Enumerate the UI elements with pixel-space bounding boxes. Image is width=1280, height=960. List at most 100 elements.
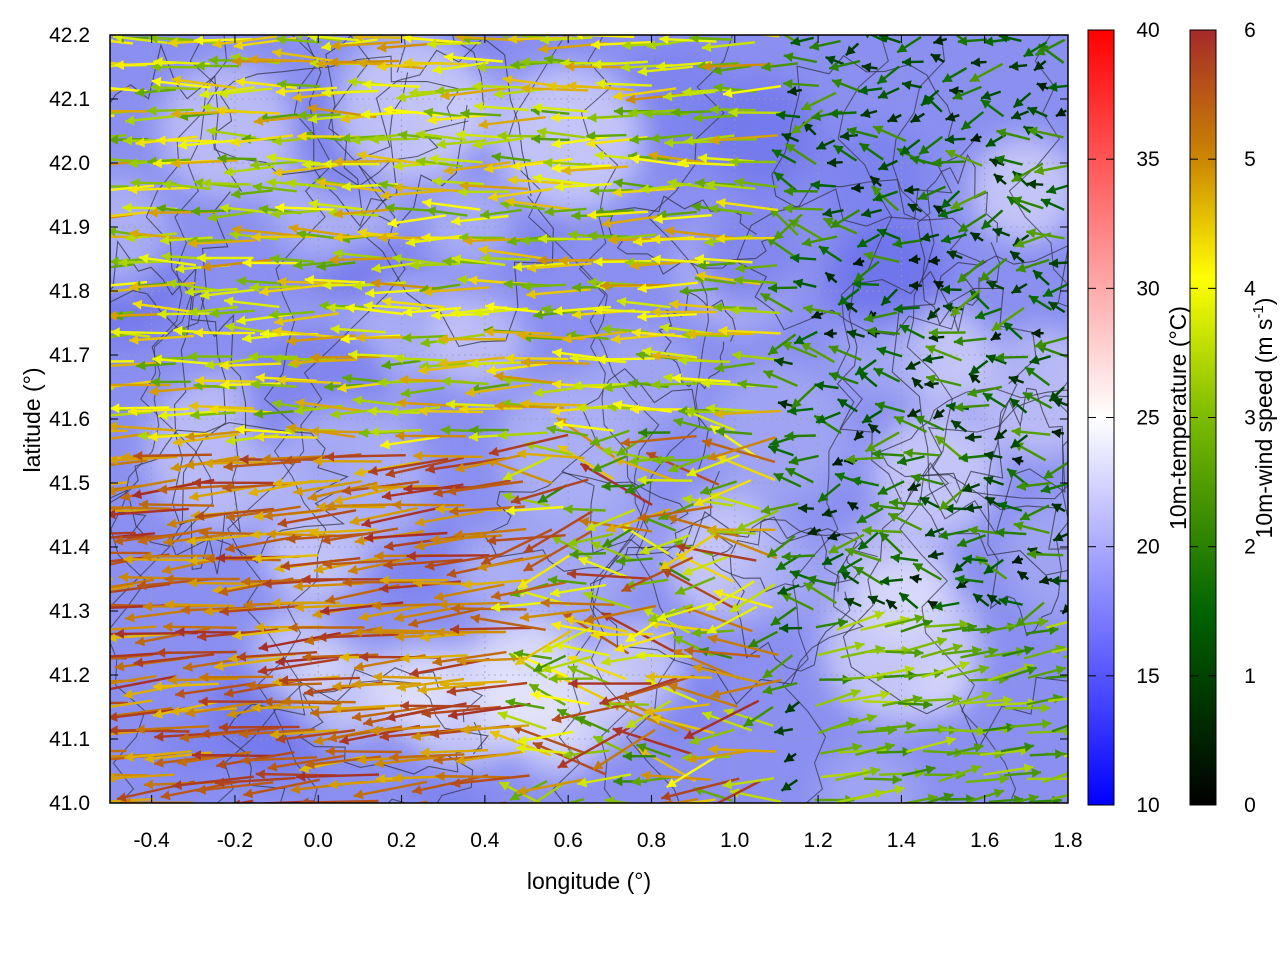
wind-vector	[452, 804, 528, 817]
wind-vector	[747, 630, 778, 648]
wind-vector	[955, 579, 969, 590]
wind-vector	[641, 770, 711, 781]
wind-vector	[459, 180, 529, 191]
wind-vector	[631, 327, 693, 339]
wind-vector	[774, 725, 793, 736]
wind-vector	[826, 157, 843, 168]
wind-vector	[1011, 162, 1044, 183]
wind-vector	[110, 577, 114, 581]
wind-vector	[615, 555, 653, 566]
wind-vector	[905, 360, 921, 371]
wind-vector	[171, 75, 237, 90]
wind-vector	[110, 138, 114, 142]
wind-vector	[815, 139, 836, 151]
wind-vector	[803, 304, 841, 316]
wind-vector	[383, 105, 443, 117]
wind-vector	[940, 190, 961, 210]
colorbar-tick-label: 15	[1136, 665, 1159, 688]
contour-line	[917, 395, 1068, 576]
wind-vector	[638, 427, 671, 438]
wind-vector	[308, 199, 363, 211]
wind-vector	[932, 408, 945, 420]
wind-vector	[236, 313, 293, 326]
wind-vector	[599, 677, 678, 706]
wind-vector	[480, 253, 531, 264]
x-tick-label: 0.2	[387, 829, 416, 852]
wind-vector	[288, 223, 357, 239]
wind-vector	[1050, 575, 1068, 586]
temperature-patch	[336, 35, 485, 182]
wind-vector	[835, 766, 881, 782]
wind-vector	[853, 260, 880, 283]
wind-vector	[1027, 126, 1064, 139]
wind-vector	[940, 233, 968, 244]
wind-vector	[377, 377, 427, 388]
wind-vector	[484, 301, 545, 314]
wind-vector	[56, 305, 105, 315]
wind-vector	[901, 765, 936, 777]
wind-vector	[828, 371, 859, 385]
wind-vector	[372, 600, 446, 611]
wind-vector	[992, 227, 1011, 237]
wind-vector	[515, 743, 572, 755]
wind-vector	[110, 674, 157, 685]
wind-vector	[998, 35, 1022, 43]
wind-vector	[1046, 184, 1068, 195]
wind-vector	[591, 455, 627, 473]
wind-vector	[38, 204, 105, 214]
wind-vector	[728, 107, 781, 118]
wind-vector	[1009, 434, 1029, 449]
wind-vector	[995, 527, 1027, 538]
wind-vector	[668, 454, 711, 473]
wind-vector	[1003, 665, 1038, 680]
wind-vector	[885, 598, 898, 610]
wind-vector	[828, 108, 857, 119]
wind-vector	[272, 48, 337, 63]
wind-vector	[882, 694, 923, 707]
wind-vector	[801, 235, 838, 247]
wind-vector	[563, 805, 608, 826]
wind-vector	[422, 198, 481, 211]
wind-vector	[784, 431, 816, 442]
wind-vector	[472, 137, 524, 150]
wind-vector	[629, 404, 691, 415]
wind-vector	[593, 256, 652, 267]
wind-vector	[601, 481, 635, 492]
wind-vector	[742, 705, 774, 728]
wind-vector	[480, 528, 553, 566]
wind-vector	[286, 178, 337, 191]
wind-vector	[917, 185, 946, 201]
wind-vector	[643, 703, 710, 717]
wind-vector	[230, 189, 273, 199]
wind-vector	[1011, 426, 1051, 437]
wind-vector	[110, 226, 151, 238]
wind-vector	[400, 386, 445, 398]
wind-vector	[110, 558, 135, 566]
wind-vector	[945, 149, 983, 167]
wind-vector	[990, 331, 1002, 342]
wind-vector	[1040, 482, 1068, 494]
wind-vector	[575, 715, 610, 733]
wind-vector	[938, 764, 982, 783]
wind-vector	[342, 373, 383, 384]
wind-vector	[919, 496, 940, 509]
wind-vector	[783, 752, 797, 763]
wind-vector	[422, 286, 490, 297]
wind-vector	[828, 345, 862, 362]
wind-vector	[635, 650, 692, 661]
wind-vector	[414, 800, 428, 803]
wind-vector	[950, 419, 968, 433]
wind-vector	[395, 430, 467, 441]
wind-vector	[199, 672, 274, 683]
temperature-colorbar-ticks: 10 15 20 25 30 35 40	[1088, 19, 1160, 817]
wind-vector	[645, 671, 712, 682]
wind-vector	[854, 359, 877, 376]
wind-vector	[212, 35, 278, 49]
wind-vector	[872, 190, 899, 202]
wind-vector	[469, 358, 524, 369]
wind-vector	[400, 653, 468, 664]
wind-vector	[590, 39, 652, 50]
wind-vector	[425, 457, 506, 474]
wind-vector	[832, 144, 858, 162]
y-tick-label: 41.0	[49, 792, 90, 815]
